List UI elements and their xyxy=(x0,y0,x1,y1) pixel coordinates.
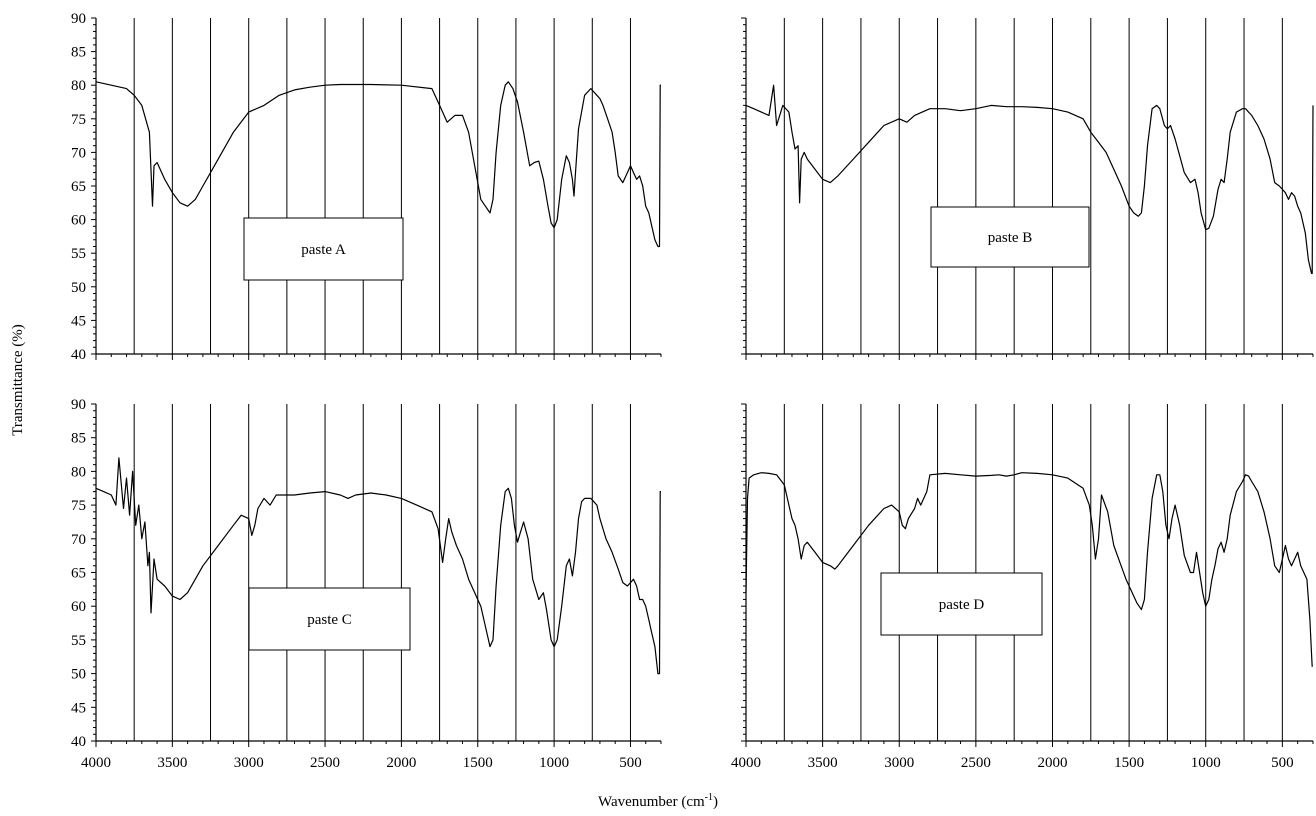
x-tick-label-2500: 2500 xyxy=(310,755,340,771)
y-tick-label-40: 40 xyxy=(71,347,86,363)
y-tick-label-90: 90 xyxy=(71,397,86,413)
y-axis-label: Transmittance (%) xyxy=(10,324,26,436)
y-tick-label-45: 45 xyxy=(71,313,86,329)
panel-label: paste C xyxy=(307,612,352,628)
y-tick-label-55: 55 xyxy=(71,633,86,649)
y-tick-label-65: 65 xyxy=(71,566,86,582)
x-tick-label-2500: 2500 xyxy=(961,755,991,771)
x-tick-label-2000: 2000 xyxy=(386,755,416,771)
y-tick-label-90: 90 xyxy=(71,11,86,27)
y-tick-label-60: 60 xyxy=(71,599,86,615)
panel-label: paste D xyxy=(939,597,985,613)
panel-label: paste A xyxy=(301,242,346,258)
panel-label-box xyxy=(930,206,1090,268)
x-axis-label-main: Wavenumber (cm xyxy=(597,794,705,810)
x-axis-label-close: ) xyxy=(713,794,718,810)
y-tick-label-80: 80 xyxy=(71,78,86,94)
x-tick-label-1500: 1500 xyxy=(1114,755,1144,771)
x-tick-label-4000: 4000 xyxy=(81,755,111,771)
x-tick-label-3000: 3000 xyxy=(884,755,914,771)
spectrum-line xyxy=(745,472,1313,667)
y-tick-label-60: 60 xyxy=(71,213,86,229)
y-tick-label-75: 75 xyxy=(71,112,86,128)
x-tick-label-500: 500 xyxy=(619,755,642,771)
x-tick-label-1000: 1000 xyxy=(539,755,569,771)
x-tick-label-1500: 1500 xyxy=(463,755,493,771)
panel-label-box xyxy=(248,587,411,651)
y-tick-label-85: 85 xyxy=(71,431,86,447)
y-tick-label-50: 50 xyxy=(71,667,86,683)
spectrum-line xyxy=(95,457,661,675)
x-tick-label-3500: 3500 xyxy=(157,755,187,771)
y-tick-label-45: 45 xyxy=(71,700,86,716)
panel-paste-b: paste B xyxy=(741,17,1314,360)
y-tick-label-55: 55 xyxy=(71,246,86,262)
x-tick-label-500: 500 xyxy=(1271,755,1294,771)
x-tick-label-2000: 2000 xyxy=(1037,755,1067,771)
panel-paste-c: 40 45 50 55 60 65 70 75 80 85 90 4000 3500 3000 2500 20… xyxy=(71,397,662,771)
y-tick-label-65: 65 xyxy=(71,179,86,195)
x-tick-label-1000: 1000 xyxy=(1191,755,1221,771)
panel-label-box xyxy=(243,217,404,281)
x-tick-label-3500: 3500 xyxy=(808,755,838,771)
panel-paste-d: 4000 3500 3000 2500 2000 1500 1000 500 paste D xyxy=(731,403,1314,771)
panel-label: paste B xyxy=(988,230,1033,246)
y-tick-label-70: 70 xyxy=(71,145,86,161)
panel-label-box xyxy=(880,572,1043,636)
y-tick-label-70: 70 xyxy=(71,532,86,548)
x-tick-label-4000: 4000 xyxy=(731,755,761,771)
panel-paste-a: 40 45 50 55 60 65 70 75 80 85 90 paste A xyxy=(71,11,662,363)
y-tick-label-85: 85 xyxy=(71,45,86,61)
y-tick-label-75: 75 xyxy=(71,498,86,514)
spectrum-line xyxy=(95,81,661,248)
x-axis-label: Wavenumber (cm-1) xyxy=(0,792,1316,811)
spectrum-line xyxy=(745,84,1314,274)
x-axis-label-unit-exponent: -1 xyxy=(704,792,713,803)
y-tick-label-40: 40 xyxy=(71,734,86,750)
x-tick-label-3000: 3000 xyxy=(234,755,264,771)
y-tick-label-50: 50 xyxy=(71,280,86,296)
y-tick-label-80: 80 xyxy=(71,464,86,480)
